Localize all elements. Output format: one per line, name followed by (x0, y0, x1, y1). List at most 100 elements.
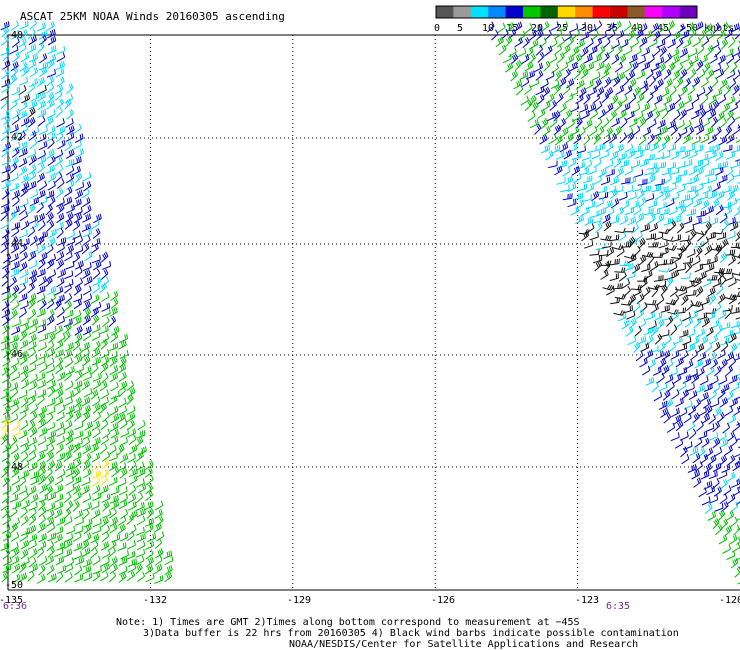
wind-barb (549, 116, 558, 128)
legend-label-30: 30 (581, 23, 593, 34)
wind-barb (72, 340, 81, 352)
wind-barb (726, 173, 735, 185)
wind-barb (18, 43, 27, 54)
wind-barb (627, 216, 637, 226)
wind-barb (648, 103, 658, 114)
wind-barb (662, 190, 671, 201)
wind-barb (108, 476, 118, 487)
wind-barb (683, 441, 693, 450)
wind-barb (627, 30, 636, 41)
wind-barb (147, 533, 157, 543)
wind-barb (19, 531, 29, 542)
wind-barb (74, 517, 84, 526)
wind-barb (636, 308, 645, 320)
wind-barb (605, 168, 615, 177)
wind-barb (720, 337, 730, 346)
wind-barb (656, 161, 667, 169)
wind-barb (572, 28, 580, 40)
wind-barb (719, 397, 728, 408)
wind-barb (118, 499, 128, 510)
wind-barb (99, 485, 109, 495)
wind-barb (719, 117, 727, 129)
wind-barb (38, 532, 47, 543)
wind-barb (118, 556, 128, 566)
wind-barb (37, 389, 47, 398)
wind-barb (505, 35, 513, 48)
wind-barb (716, 111, 725, 122)
wind-barb (722, 544, 731, 554)
wind-barb (55, 164, 64, 175)
wind-barb (92, 403, 101, 414)
wind-barb (686, 421, 696, 432)
wind-barb (135, 526, 145, 536)
wind-barb (81, 437, 91, 448)
wind-barb (638, 134, 647, 146)
wind-barb (28, 556, 37, 568)
wind-barb (619, 159, 629, 168)
wind-barb (82, 355, 91, 367)
wind-barb (698, 108, 707, 120)
wind-barb (38, 405, 47, 416)
wind-barb (698, 153, 709, 162)
wind-barb (585, 182, 595, 193)
wind-barb (145, 573, 155, 583)
wind-barb (650, 325, 659, 337)
wind-barb (663, 68, 672, 80)
wind-barb (514, 59, 523, 71)
wind-barb (645, 68, 654, 80)
wind-barb (28, 514, 37, 526)
wind-barb (675, 145, 686, 154)
wind-barb (30, 92, 40, 102)
wind-barb (575, 94, 584, 105)
wind-barb (708, 174, 718, 184)
legend-label-50-knots: >50 knots (680, 23, 734, 34)
wind-barb (119, 453, 129, 464)
wind-barb (91, 238, 101, 247)
wind-barb (618, 54, 627, 65)
wind-barb (101, 556, 110, 567)
wind-barb (627, 191, 637, 201)
wind-barb (83, 452, 92, 464)
wind-barb (56, 52, 66, 63)
wind-barb (2, 443, 12, 453)
wind-barb (681, 150, 691, 160)
wind-barb (711, 76, 719, 89)
wind-barb (81, 341, 90, 352)
wind-barb (66, 525, 76, 535)
wind-barb (587, 103, 597, 113)
wind-barb (686, 328, 696, 338)
wind-barb (640, 301, 648, 313)
wind-barb (582, 175, 593, 184)
wind-barb (101, 333, 110, 344)
wind-barb (46, 564, 55, 576)
wind-barb (18, 204, 27, 216)
wind-barb (637, 178, 648, 186)
wind-barb (120, 550, 129, 560)
wind-barb (29, 318, 39, 328)
wind-barb (699, 29, 707, 41)
wind-barb (566, 36, 575, 48)
wind-barb (724, 272, 734, 282)
wind-barb (2, 485, 12, 495)
wind-barb (667, 38, 676, 49)
wind-barb (610, 258, 620, 266)
wind-barb (19, 317, 29, 327)
wind-barb (64, 98, 72, 110)
wind-barb (3, 531, 12, 542)
wind-barb (661, 167, 671, 176)
wind-barb (73, 491, 82, 502)
wind-barb (513, 79, 523, 90)
wind-barb (57, 371, 66, 382)
wind-barb (698, 271, 707, 281)
wind-barb (38, 564, 46, 576)
wind-barb (719, 78, 728, 90)
wind-barb (1, 308, 11, 319)
wind-barb (624, 62, 633, 73)
wind-barb (689, 229, 697, 241)
wind-barb (21, 499, 30, 510)
wind-barb (729, 397, 738, 408)
wind-barb (0, 198, 10, 208)
wind-barb (571, 46, 580, 57)
wind-barb (623, 305, 633, 314)
wind-barb (722, 102, 731, 114)
